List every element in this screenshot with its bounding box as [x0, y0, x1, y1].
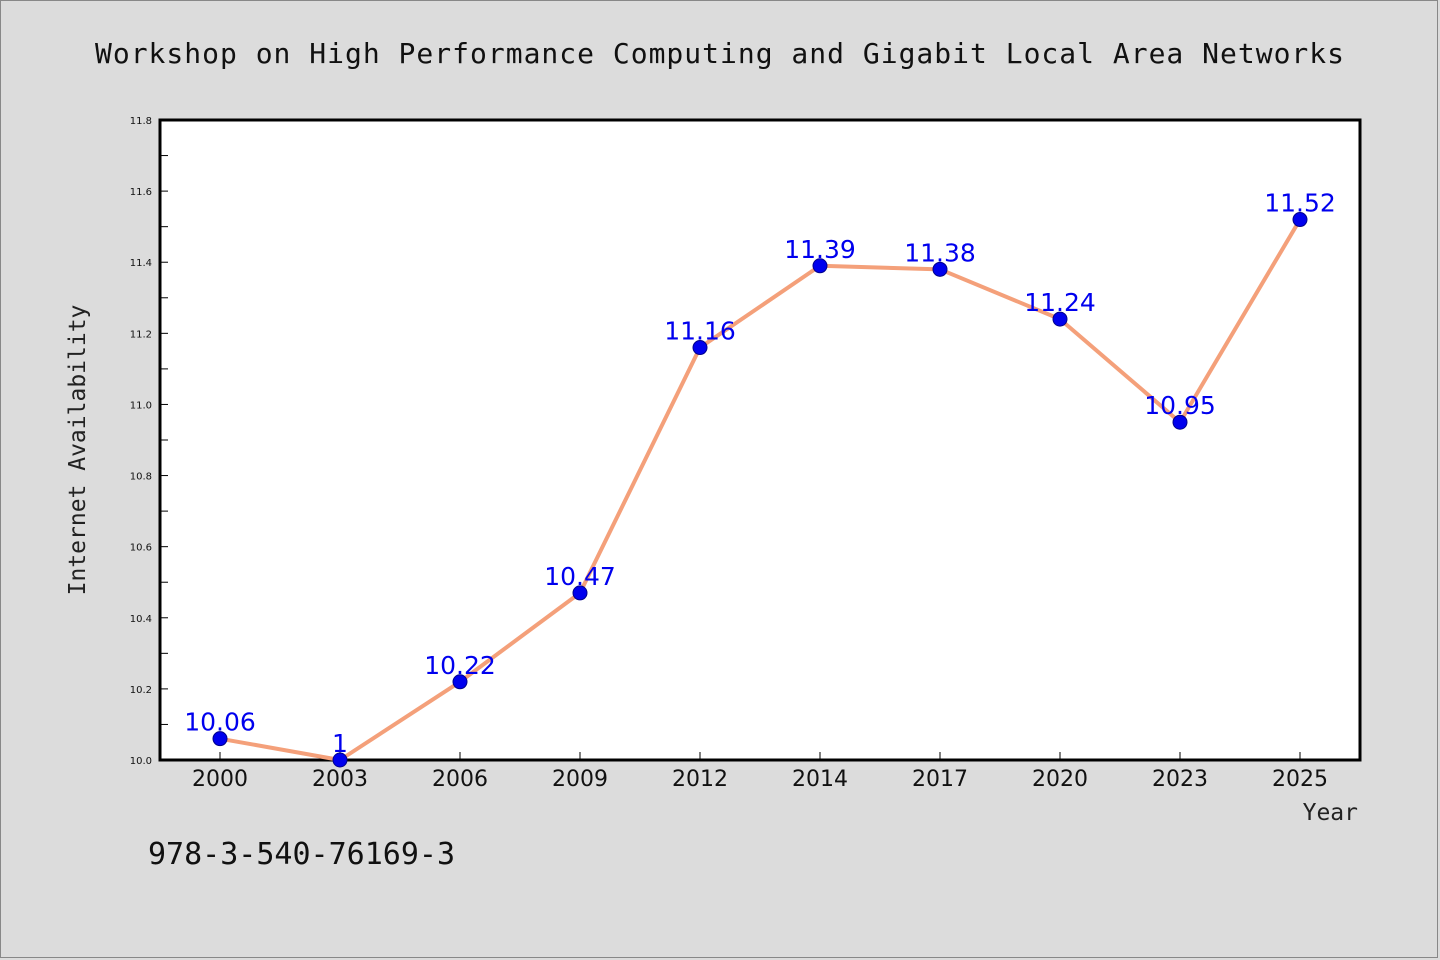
x-axis-label: Year	[1303, 800, 1358, 826]
x-tick-label: 2025	[1272, 767, 1328, 792]
y-tick-label: 11.2	[130, 329, 152, 340]
data-label: 11.24	[1024, 288, 1096, 317]
y-tick-label: 10.0	[130, 756, 152, 767]
plot-area	[158, 118, 1362, 762]
data-point-marker	[1292, 212, 1308, 228]
data-label: 10.22	[424, 651, 496, 680]
data-label: 11.39	[784, 235, 856, 264]
series-line	[218, 217, 1302, 762]
data-label: 10.06	[184, 708, 256, 737]
y-axis-label: Internet Availability	[65, 305, 91, 596]
x-tick-label: 2006	[432, 767, 488, 792]
y-tick-label: 10.6	[130, 543, 152, 554]
data-label: 11.38	[904, 238, 976, 267]
x-axis: 2000 2003 2006 2009 2012 2014 2017 2020 2023 2025	[192, 752, 1328, 792]
y-tick-label: 10.8	[130, 472, 152, 483]
data-point-marker	[1052, 311, 1068, 327]
y-tick-label: 10.2	[130, 685, 152, 696]
y-axis: 10.0 10.2 10.4 10.6 10.8 11.0 11.2 11.4 11.6 11.8	[130, 116, 168, 767]
data-point-marker	[1172, 414, 1188, 430]
data-label-group: 10.06 1 10.22 10.47 11.16 11.39 11.38 11.24 10.9…	[184, 189, 1336, 758]
series-line-group	[212, 212, 1308, 768]
x-tick-label: 2000	[192, 767, 248, 792]
x-tick-label: 2003	[312, 767, 368, 792]
x-tick-label: 2009	[552, 767, 608, 792]
data-label: 11.16	[664, 317, 736, 346]
data-label: 1	[332, 729, 348, 758]
chart-title: Workshop on High Performance Computing a…	[95, 37, 1345, 70]
data-point-marker	[452, 674, 468, 690]
y-tick-label: 10.4	[130, 614, 152, 625]
data-label: 10.95	[1144, 391, 1216, 420]
data-point-marker	[692, 340, 708, 356]
isbn-text: 978-3-540-76169-3	[148, 837, 455, 872]
y-tick-label: 11.6	[130, 187, 152, 198]
x-tick-label: 2023	[1152, 767, 1208, 792]
x-tick-label: 2012	[672, 767, 728, 792]
x-tick-label: 2017	[912, 767, 968, 792]
x-tick-label: 2020	[1032, 767, 1088, 792]
y-tick-label: 11.0	[130, 400, 152, 411]
data-point-marker	[332, 752, 348, 768]
y-tick-label: 11.4	[130, 258, 152, 269]
data-point-marker	[932, 261, 948, 277]
data-point-marker	[212, 731, 228, 747]
y-tick-label: 11.8	[130, 116, 152, 127]
data-point-marker	[812, 258, 828, 274]
x-tick-label: 2014	[792, 767, 848, 792]
data-point-marker	[572, 585, 588, 601]
data-label: 11.52	[1264, 189, 1336, 218]
data-label: 10.47	[544, 562, 616, 591]
